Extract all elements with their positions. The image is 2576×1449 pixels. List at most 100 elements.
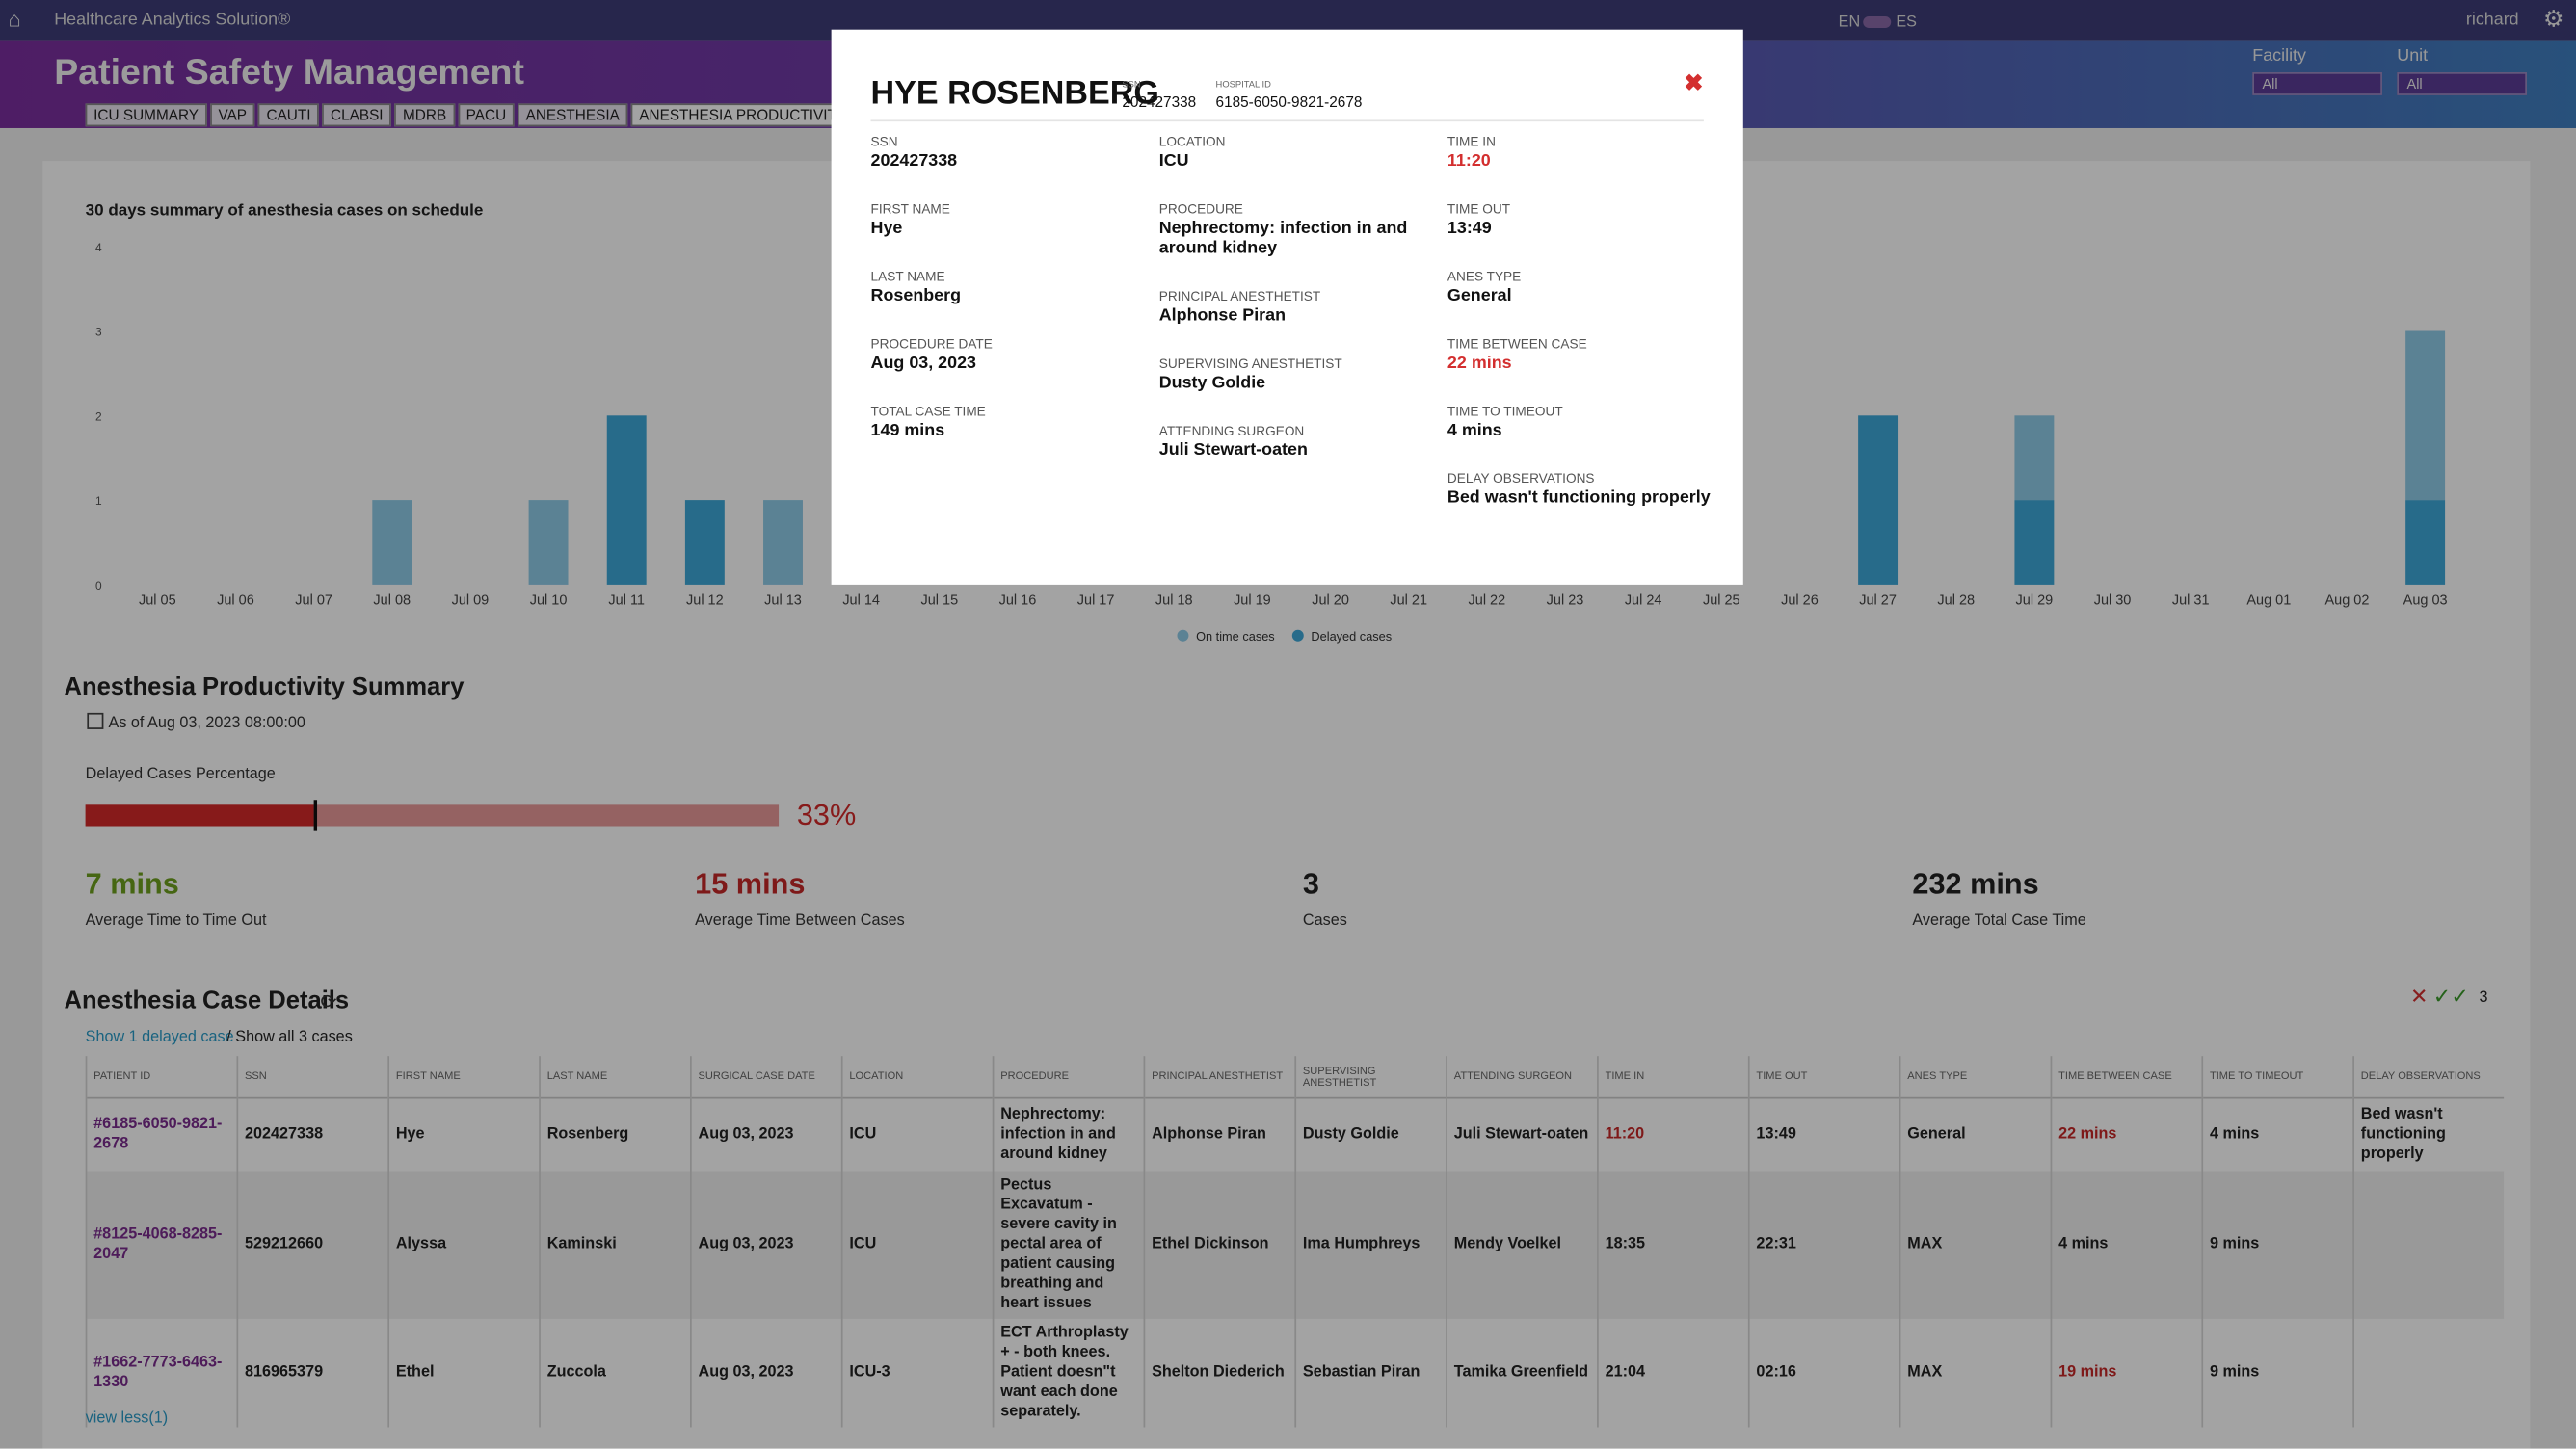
x-tick-label: Aug 02 (2325, 593, 2370, 608)
field-value: Hye (870, 218, 903, 239)
bar (528, 500, 569, 585)
field-value: 11:20 (1447, 150, 1491, 171)
field-label: SUPERVISING ANESTHETIST (1158, 356, 1342, 372)
metric-value: 232 mins (1912, 867, 2039, 901)
bar (1858, 415, 1899, 585)
user-name[interactable]: richard (2465, 10, 2519, 30)
table-cell: MAX (1899, 1318, 2052, 1427)
field-value: Bed wasn't functioning properly (1447, 487, 1711, 508)
legend-swatch (1291, 629, 1304, 642)
tab[interactable]: VAP (209, 103, 255, 127)
field: TIME IN 11:20 (1447, 135, 1711, 171)
show-all[interactable]: / Show all 3 cases (226, 1028, 353, 1046)
lang-es[interactable]: ES (1896, 13, 1917, 32)
field: DELAY OBSERVATIONS Bed wasn't functioning… (1447, 471, 1711, 508)
field-label: PROCEDURE (1158, 201, 1243, 218)
field-label: PRINCIPAL ANESTHETIST (1158, 289, 1321, 304)
table-cell: 9 mins (2201, 1170, 2354, 1319)
table-cell: Rosenberg (539, 1097, 691, 1171)
case-count: 3 (2479, 988, 2488, 1008)
y-tick-label: 2 (95, 409, 102, 423)
field: ATTENDING SURGEON Juli Stewart-oaten (1159, 424, 1422, 461)
field-value: 149 mins (870, 420, 945, 440)
table-cell[interactable]: #1662-7773-6463-1330 (85, 1318, 238, 1427)
field-label: TIME IN (1447, 134, 1496, 150)
legend-swatch (1177, 629, 1189, 642)
tab[interactable]: ANESTHESIA PRODUCTIVITY (630, 103, 855, 127)
field-value: Juli Stewart-oaten (1158, 439, 1308, 461)
tab[interactable]: ICU SUMMARY (85, 103, 207, 127)
table-row: #1662-7773-6463-1330 816965379 Ethel Zuccol… (85, 1318, 2505, 1427)
table-cell: 22:31 (1747, 1170, 1900, 1319)
tab[interactable]: PACU (458, 103, 515, 127)
calendar-icon (87, 712, 104, 729)
field: SUPERVISING ANESTHETIST Dusty Goldie (1159, 356, 1422, 393)
close-button[interactable]: ✖ (1684, 68, 1704, 95)
column-header: ATTENDING SURGEON (1446, 1056, 1598, 1098)
x-tick-label: Jul 23 (1547, 593, 1584, 608)
field-value: 4 mins (1447, 420, 1502, 440)
settings-icon[interactable]: ⚙ (2543, 5, 2564, 32)
x-tick-label: Jul 18 (1155, 593, 1193, 608)
tab[interactable]: CLABSI (322, 103, 392, 127)
x-tick-label: Jul 26 (1781, 593, 1819, 608)
legend-label: On time cases (1196, 629, 1275, 644)
table-cell: Dusty Goldie (1294, 1097, 1447, 1171)
field-column: TIME IN 11:20 TIME OUT 13:49 ANES TYPE Genera… (1447, 135, 1711, 539)
x-tick-label: Jul 28 (1937, 593, 1975, 608)
y-tick-label: 3 (95, 326, 102, 339)
metric-value: 3 (1302, 867, 1319, 901)
x-tick-label: Jul 08 (373, 593, 411, 608)
bar (606, 415, 647, 585)
view-less[interactable]: view less(1) (85, 1409, 169, 1428)
metric-value: 7 mins (85, 867, 179, 901)
summary-title: Anesthesia Productivity Summary (64, 672, 465, 701)
refresh-icon[interactable]: ⟳ (320, 989, 337, 1014)
y-tick-label: 0 (95, 579, 102, 593)
x-tick-label: Jul 12 (686, 593, 724, 608)
table-cell: 18:35 (1597, 1170, 1749, 1319)
delayed-label: Delayed Cases Percentage (85, 765, 276, 784)
table-cell: 11:20 (1597, 1097, 1749, 1171)
legend-label: Delayed cases (1311, 629, 1392, 644)
filter-select[interactable]: All (2397, 72, 2527, 95)
field-label: TIME TO TIMEOUT (1447, 404, 1563, 419)
column-header: PRINCIPAL ANESTHETIST (1143, 1056, 1296, 1098)
hospital-id-label: HOSPITAL ID (1215, 80, 1271, 91)
column-header: TIME TO TIMEOUT (2201, 1056, 2354, 1098)
x-tick-label: Jul 24 (1625, 593, 1662, 608)
table-cell: Nephrectomy: infection in and around kid… (992, 1097, 1145, 1171)
field-label: DELAY OBSERVATIONS (1447, 471, 1595, 487)
show-delayed[interactable]: Show 1 delayed case (85, 1028, 234, 1046)
x-tick-label: Jul 15 (920, 593, 958, 608)
x-tick-label: Jul 25 (1703, 593, 1740, 608)
tab[interactable]: CAUTI (257, 103, 320, 127)
home-icon[interactable]: ⌂ (8, 6, 21, 32)
column-header: LAST NAME (539, 1056, 691, 1098)
table-cell: 529212660 (236, 1170, 389, 1319)
divider (870, 119, 1704, 122)
column-header: FIRST NAME (387, 1056, 541, 1098)
lang-en[interactable]: EN (1838, 13, 1861, 32)
field: TIME TO TIMEOUT 4 mins (1447, 404, 1711, 440)
table-cell[interactable]: #8125-4068-8285-2047 (85, 1170, 238, 1319)
field: FIRST NAME Hye (871, 202, 1134, 239)
x-tick-label: Jul 07 (295, 593, 332, 608)
field-label: ANES TYPE (1447, 269, 1522, 284)
table-cell: Alyssa (387, 1170, 541, 1319)
column-header: TIME BETWEEN CASE (2050, 1056, 2203, 1098)
x-tick-label: Jul 06 (217, 593, 254, 608)
lang-toggle[interactable] (1863, 16, 1892, 28)
x-tick-label: Jul 09 (452, 593, 490, 608)
tab[interactable]: MDRB (394, 103, 455, 127)
table-cell: Alphonse Piran (1143, 1097, 1296, 1171)
chart: 30 days summary of anesthesia cases on s… (86, 200, 2448, 644)
column-header: LOCATION (840, 1056, 994, 1098)
table-cell[interactable]: #6185-6050-9821-2678 (85, 1097, 238, 1171)
field: PRINCIPAL ANESTHETIST Alphonse Piran (1159, 289, 1422, 326)
field-value: 202427338 (870, 150, 958, 171)
x-tick-label: Jul 27 (1859, 593, 1897, 608)
tab[interactable]: ANESTHESIA (518, 103, 628, 127)
filter-select[interactable]: All (2252, 72, 2382, 95)
delayed-pct: 33% (796, 798, 857, 831)
